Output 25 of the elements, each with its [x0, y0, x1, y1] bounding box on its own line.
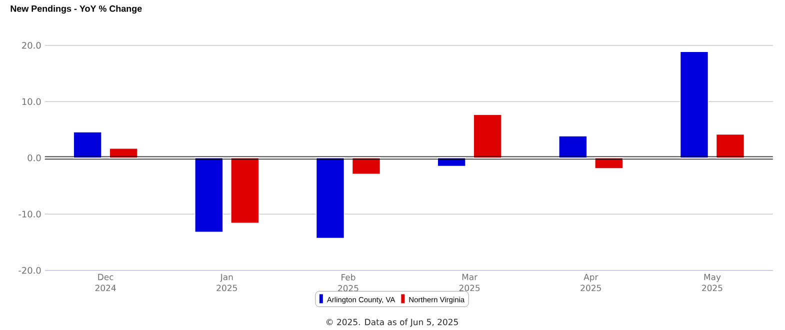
bar [316, 157, 345, 239]
y-tick-label: 10.0 [22, 98, 41, 106]
bar [73, 132, 102, 158]
x-tick-label: Feb 2025 [338, 274, 358, 292]
bar [194, 157, 224, 233]
bar [558, 136, 588, 158]
x-tick-label: Apr 2025 [580, 274, 601, 292]
y-tick-label: -10.0 [18, 210, 41, 218]
x-tick-label: Jan 2025 [216, 274, 237, 292]
bar [716, 134, 745, 158]
x-tick-label: May 2025 [702, 274, 722, 292]
x-tick-label: Dec 2024 [95, 274, 116, 292]
x-tick-label: Mar 2025 [459, 274, 480, 292]
y-tick-label: -20.0 [18, 266, 41, 274]
bar [352, 157, 381, 175]
bar [437, 157, 466, 167]
y-tick-label: 20.0 [22, 42, 41, 49]
bar [473, 114, 502, 158]
y-tick-label: 0.0 [28, 154, 41, 162]
bar [594, 157, 624, 169]
bar [230, 157, 260, 224]
bar [109, 148, 138, 158]
chart-title: New Pendings - YoY % Change [10, 5, 142, 14]
text: © 2025. Data as of Jun 5, 2025 [326, 318, 458, 327]
bar [680, 51, 709, 158]
